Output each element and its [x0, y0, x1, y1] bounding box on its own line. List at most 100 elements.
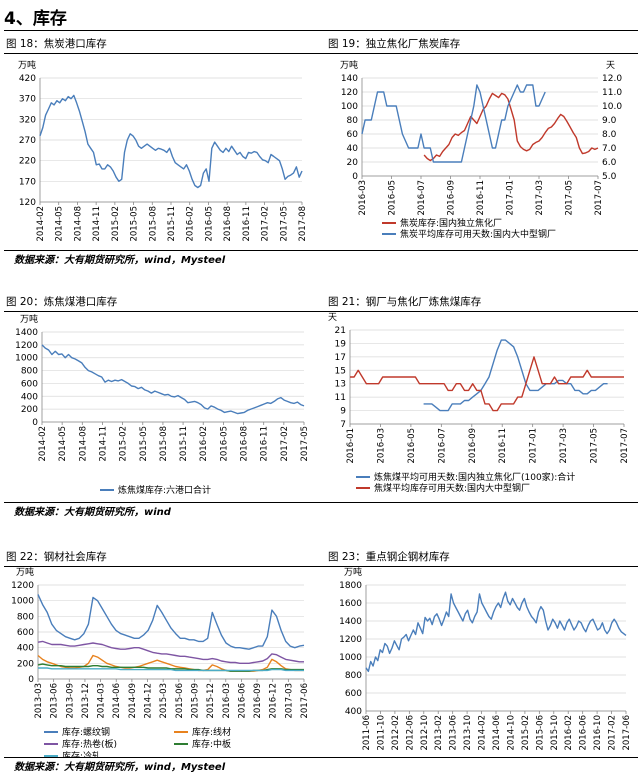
- fig23-chart: 万吨 400 600 800 1000 1200 1400 1600 1800 2011-06 20…: [339, 567, 632, 751]
- fig22-xtick-label: 2014-03: [97, 683, 107, 719]
- fig19-ytick-label: 120: [341, 88, 358, 98]
- fig22-ytick-label: 200: [17, 659, 34, 669]
- fig22-xtick-label: 2014-09: [128, 683, 138, 719]
- fig22-ytick-label: 600: [17, 628, 34, 638]
- fig22-ytick-label: 0: [28, 675, 34, 685]
- fig18-xtick-label: 2015-02: [111, 206, 121, 242]
- fig21-ytick-label: 9: [340, 407, 346, 417]
- fig22-xtick-label: 2013-06: [50, 683, 60, 719]
- fig22-series-4-line: [38, 667, 304, 672]
- row1-title-rule: [4, 53, 638, 54]
- row1-source: 数据来源：大有期货研究所，wind，Mysteel: [14, 255, 226, 266]
- fig19-ytick-label: 140: [341, 74, 358, 84]
- fig22-ytick-label: 1000: [11, 597, 34, 607]
- fig22-legend-label: 库存:螺纹钢: [62, 726, 110, 738]
- fig19-xtick-label: 2017-07: [594, 180, 604, 216]
- fig18-chart: 万吨 120 170 220 270 320 370 420 2014-02 2014-05 201…: [18, 59, 308, 242]
- fig21-xtick-label: 2016-03: [376, 428, 386, 464]
- fig22-xtick-label: 2016-06: [237, 683, 247, 719]
- fig19-unit-right: 天: [606, 61, 615, 71]
- fig20-xtick-label: 2016-02: [199, 426, 209, 462]
- fig19-ytick-right-label: 5.0: [602, 172, 617, 182]
- row2-bottom-rule: [4, 502, 638, 503]
- fig23-xtick-label: 2014-06: [492, 715, 502, 751]
- fig23-xtick-label: 2016-02: [564, 715, 574, 751]
- fig20-ytick-label: 1000: [15, 354, 38, 364]
- fig21-xtick-label: 2017-03: [559, 428, 569, 464]
- fig19-ytick-label: 80: [347, 116, 359, 126]
- fig23-xtick-label: 2011-06: [362, 715, 372, 751]
- fig18-ytick-label: 420: [19, 74, 36, 84]
- fig20-xtick-label: 2015-05: [139, 426, 149, 462]
- fig18-xtick-label: 2014-05: [55, 206, 65, 242]
- fig21-ytick-label: 19: [335, 339, 347, 349]
- fig20-legend-label: 炼焦煤库存:六港口合计: [118, 484, 211, 496]
- row2-title-rule: [4, 311, 638, 312]
- fig20-xtick-label: 2014-02: [38, 426, 48, 462]
- fig19-ytick-right-label: 11.0: [602, 88, 622, 98]
- fig22-xtick-label: 2017-03: [284, 683, 294, 719]
- fig21-xtick-label: 2017-05: [590, 428, 600, 464]
- fig20-xtick-label: 2014-05: [58, 426, 68, 462]
- fig23-series-0-line: [365, 591, 627, 673]
- fig19-xtick-label: 2017-03: [535, 180, 545, 216]
- fig23-xtick-label: 2012-06: [405, 715, 415, 751]
- fig18-unit-left: 万吨: [18, 59, 36, 71]
- fig20-xtick-label: 2015-11: [179, 426, 189, 462]
- fig19-ytick-label: 20: [347, 158, 359, 168]
- fig22-legend-label: 库存:热卷(板): [62, 738, 117, 750]
- fig21-xtick-label: 2017-07: [620, 428, 630, 464]
- fig23-xtick-label: 2015-06: [535, 715, 545, 751]
- fig23-ytick-label: 1200: [339, 635, 362, 645]
- fig20-ytick-label: 200: [21, 405, 38, 415]
- fig22-title: 图 22：钢材社会库存: [6, 551, 107, 563]
- fig19-ytick-right-label: 10.0: [602, 102, 622, 112]
- fig19-ytick-right-label: 9.0: [602, 116, 617, 126]
- fig18-xtick-label: 2016-11: [242, 206, 252, 242]
- fig20-xtick-label: 2016-08: [240, 426, 250, 462]
- fig20-title: 图 20：炼焦煤港口库存: [6, 296, 118, 308]
- fig19-ytick-label: 60: [347, 130, 359, 140]
- fig18-ytick-label: 370: [19, 95, 36, 105]
- fig23-ytick-label: 800: [345, 671, 362, 681]
- fig19-legend-label: 焦炭平均库存可用天数:国内大中型钢厂: [400, 228, 556, 240]
- fig20-ytick-label: 400: [21, 392, 38, 402]
- fig19-xtick-label: 2016-09: [447, 180, 457, 216]
- fig19-ytick-label: 40: [347, 144, 359, 154]
- fig19-ytick-label: 0: [352, 172, 358, 182]
- fig22-ytick-label: 800: [17, 612, 34, 622]
- fig22-xtick-label: 2013-03: [34, 683, 44, 719]
- fig22-xtick-label: 2015-06: [175, 683, 185, 719]
- fig21-ytick-label: 11: [335, 393, 346, 403]
- fig20-ytick-label: 800: [21, 367, 38, 377]
- fig18-xtick-label: 2016-08: [223, 206, 233, 242]
- fig23-xtick-label: 2012-10: [420, 715, 430, 751]
- fig21-ytick-label: 21: [335, 326, 346, 336]
- fig19-series-1-line: [361, 84, 546, 163]
- fig21-legend-label: 焦煤平均库存可用天数:国内大中型钢厂: [374, 482, 530, 494]
- fig21-ytick-label: 17: [335, 353, 346, 363]
- fig23-xtick-label: 2015-02: [521, 715, 531, 751]
- fig19-xtick-label: 2017-01: [506, 180, 516, 216]
- fig20-xtick-label: 2014-08: [78, 426, 88, 462]
- fig19-xtick-label: 2016-03: [358, 180, 368, 216]
- fig18-xtick-label: 2016-05: [204, 206, 214, 242]
- fig20-xtick-label: 2017-05: [300, 426, 310, 462]
- fig19-xtick-label: 2016-07: [417, 180, 427, 216]
- fig22-xtick-label: 2016-09: [253, 683, 263, 719]
- fig22-xtick-label: 2016-03: [222, 683, 232, 719]
- fig18-xtick-label: 2014-02: [36, 206, 46, 242]
- fig22-xtick-label: 2015-12: [206, 683, 216, 719]
- fig23-xtick-label: 2016-06: [579, 715, 589, 751]
- fig21-chart: 天 7 9 11 13 15 17 19 21 2016-01 2016-03 2016-05 2016…: [328, 313, 630, 494]
- fig23-unit-left: 万吨: [344, 567, 362, 578]
- section-divider: [4, 30, 638, 31]
- fig23-ytick-label: 600: [345, 689, 362, 699]
- fig18-series-0-line: [39, 94, 303, 189]
- fig20-chart: 万吨 0 200 400 600 800 1000 1200 1400 2014-02 2014-0…: [15, 313, 310, 496]
- fig23-title: 图 23：重点钢企钢材库存: [328, 551, 450, 563]
- fig19-xtick-label: 2016-11: [476, 180, 486, 216]
- fig22-legend-label: 库存:冷轧: [62, 750, 101, 757]
- fig21-title: 图 21：钢厂与焦化厂炼焦煤库存: [328, 296, 482, 308]
- fig20-xtick-label: 2014-11: [98, 426, 108, 462]
